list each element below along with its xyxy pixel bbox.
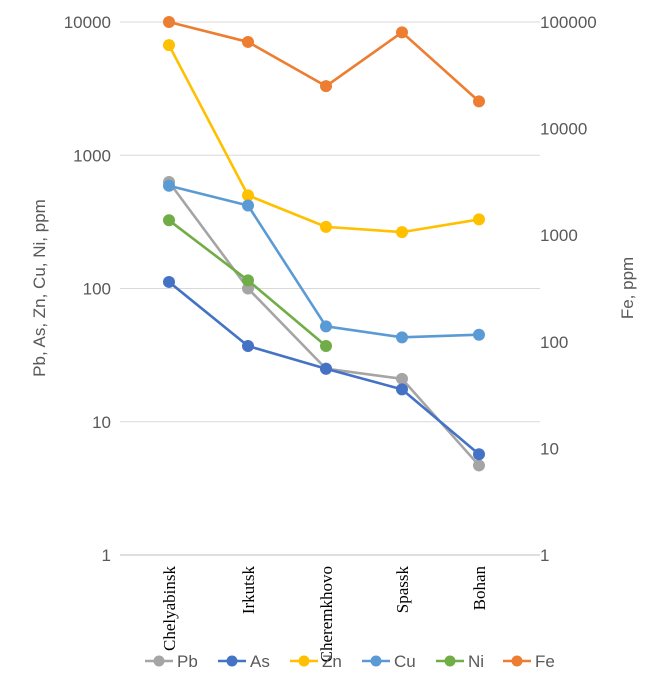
legend: Pb As Zn Cu Ni Fe xyxy=(145,652,555,671)
data-point xyxy=(242,35,254,48)
series-line xyxy=(167,44,480,234)
legend-item-cu: Cu xyxy=(362,652,416,671)
legend-item-zn: Zn xyxy=(290,652,342,671)
legend-swatch-marker xyxy=(370,655,382,667)
legend-swatch-marker xyxy=(226,655,238,667)
data-point xyxy=(473,448,485,461)
data-point xyxy=(473,213,485,226)
right-axis-ticks: 1 10 100 1000 10000 100000 xyxy=(540,13,597,565)
data-point xyxy=(396,26,408,39)
category-label: Chelyabinsk xyxy=(160,566,179,651)
left-tick-label: 100 xyxy=(83,280,111,299)
data-point xyxy=(320,320,332,333)
data-point xyxy=(320,220,332,233)
data-point xyxy=(163,275,175,288)
legend-swatch-marker xyxy=(298,655,310,667)
data-point xyxy=(242,274,254,287)
left-axis-title: Pb, As, Zn, Cu, Ni, ppm xyxy=(30,199,49,377)
legend-label: Fe xyxy=(535,652,555,671)
right-axis-title: Fe, ppm xyxy=(618,257,637,319)
legend-label: Zn xyxy=(322,652,342,671)
data-point xyxy=(320,80,332,93)
legend-item-ni: Ni xyxy=(436,652,484,671)
data-point xyxy=(473,95,485,108)
gridlines xyxy=(120,21,540,556)
right-tick-label: 1 xyxy=(540,546,549,565)
legend-label: Ni xyxy=(468,652,484,671)
category-label: Irkutsk xyxy=(239,566,258,615)
series-ni xyxy=(163,214,332,353)
left-tick-label: 1 xyxy=(102,546,111,565)
data-point xyxy=(473,459,485,472)
right-tick-label: 10000 xyxy=(540,120,587,139)
right-tick-label: 1000 xyxy=(540,226,578,245)
right-tick-label: 100 xyxy=(540,333,568,352)
legend-item-fe: Fe xyxy=(503,652,555,671)
data-point xyxy=(163,214,175,227)
series-fe xyxy=(163,16,485,108)
left-tick-label: 10 xyxy=(92,413,111,432)
category-labels: Chelyabinsk Irkutsk Cheremkhovo Spassk Bohan xyxy=(160,566,489,663)
data-point xyxy=(320,340,332,353)
data-point xyxy=(242,340,254,353)
legend-label: Pb xyxy=(177,652,198,671)
legend-item-as: As xyxy=(218,652,270,671)
category-label: Cheremkhovo xyxy=(317,566,336,662)
legend-swatch-marker xyxy=(444,655,456,667)
legend-label: As xyxy=(250,652,270,671)
data-point xyxy=(242,199,254,212)
left-tick-label: 1000 xyxy=(73,146,111,165)
data-point xyxy=(396,331,408,344)
legend-swatch-marker xyxy=(153,655,165,667)
data-point xyxy=(163,179,175,192)
data-point xyxy=(163,39,175,52)
data-point xyxy=(396,226,408,239)
series xyxy=(163,16,485,472)
right-tick-label: 10 xyxy=(540,439,559,458)
data-point xyxy=(163,16,175,28)
left-tick-label: 10000 xyxy=(64,13,111,32)
legend-label: Cu xyxy=(394,652,416,671)
category-label: Bohan xyxy=(470,566,489,611)
series-as xyxy=(163,275,485,461)
right-tick-label: 100000 xyxy=(540,13,597,32)
series-zn xyxy=(163,39,485,239)
data-point xyxy=(396,372,408,385)
legend-item-pb: Pb xyxy=(145,652,198,671)
data-point xyxy=(396,383,408,396)
category-label: Spassk xyxy=(393,566,412,614)
data-point xyxy=(320,362,332,375)
series-line xyxy=(168,184,480,339)
series-cu xyxy=(163,179,485,344)
left-axis-ticks: 1 10 100 1000 10000 xyxy=(64,13,111,565)
data-point xyxy=(242,189,254,202)
legend-swatch-marker xyxy=(511,655,523,667)
data-point xyxy=(473,328,485,341)
